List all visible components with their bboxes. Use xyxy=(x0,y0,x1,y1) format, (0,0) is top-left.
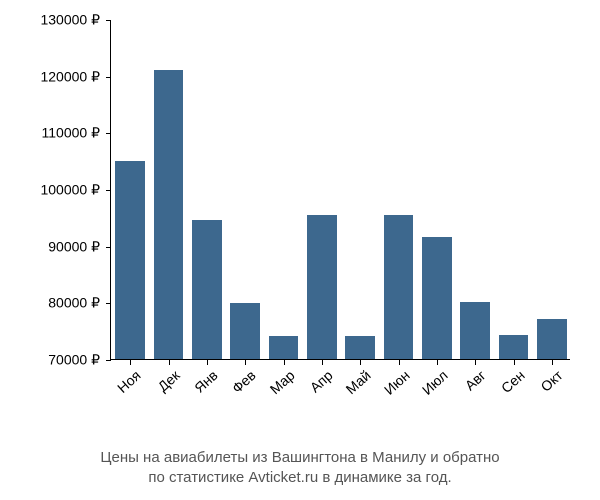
y-tick-label: 70000 ₽ xyxy=(48,352,100,369)
x-tick-label: Авг xyxy=(462,367,489,394)
bar xyxy=(230,303,260,359)
bar xyxy=(269,336,299,359)
y-tick-mark xyxy=(106,133,111,134)
x-axis-labels: Ноя Дек Янв ФевМар Апр МайИюнИюл Авг Сен Окт xyxy=(110,365,570,425)
y-tick-label: 90000 ₽ xyxy=(48,238,100,255)
y-tick-mark xyxy=(106,77,111,78)
bar xyxy=(154,70,184,359)
x-tick-label: Окт xyxy=(537,367,565,395)
x-tick-label: Май xyxy=(343,367,374,397)
x-tick-label: Дек xyxy=(154,367,182,395)
y-tick-label: 100000 ₽ xyxy=(40,182,100,199)
y-tick-mark xyxy=(106,360,111,361)
y-tick-mark xyxy=(106,303,111,304)
bar xyxy=(384,215,414,360)
y-tick-label: 110000 ₽ xyxy=(42,125,100,142)
bars-group xyxy=(111,20,570,359)
bar xyxy=(422,237,452,359)
x-tick-label: Июн xyxy=(380,367,412,398)
chart-container: 70000 ₽ 80000 ₽ 90000 ₽ 100000 ₽ 110000 ₽ 120… xyxy=(20,10,580,440)
bar xyxy=(537,319,567,359)
caption-line-2: по статистике Avticket.ru в динамике за … xyxy=(148,469,451,486)
y-tick-mark xyxy=(106,190,111,191)
y-tick-label: 120000 ₽ xyxy=(40,68,100,85)
x-tick-label: Фев xyxy=(229,367,259,396)
bar xyxy=(192,220,222,359)
bar xyxy=(115,161,145,359)
x-tick-label: Сен xyxy=(497,367,527,396)
caption-line-1: Цены на авиабилеты из Вашингтона в Манил… xyxy=(100,449,499,466)
bar xyxy=(307,215,337,360)
x-tick-label: Мар xyxy=(266,367,297,397)
y-tick-mark xyxy=(106,247,111,248)
y-tick-label: 130000 ₽ xyxy=(40,12,100,29)
x-tick-label: Ноя xyxy=(114,367,144,396)
y-tick-label: 80000 ₽ xyxy=(48,295,100,312)
x-tick-label: Июл xyxy=(419,367,451,398)
plot-area xyxy=(110,20,570,360)
bar xyxy=(499,335,529,359)
x-tick-label: Янв xyxy=(191,367,220,396)
x-tick-label: Апр xyxy=(306,367,335,395)
bar xyxy=(345,336,375,359)
y-axis-labels: 70000 ₽80000 ₽90000 ₽100000 ₽110000 ₽120… xyxy=(20,20,108,360)
y-tick-mark xyxy=(106,20,111,21)
chart-caption: Цены на авиабилеты из Вашингтона в Манил… xyxy=(0,448,600,489)
bar xyxy=(460,302,490,359)
